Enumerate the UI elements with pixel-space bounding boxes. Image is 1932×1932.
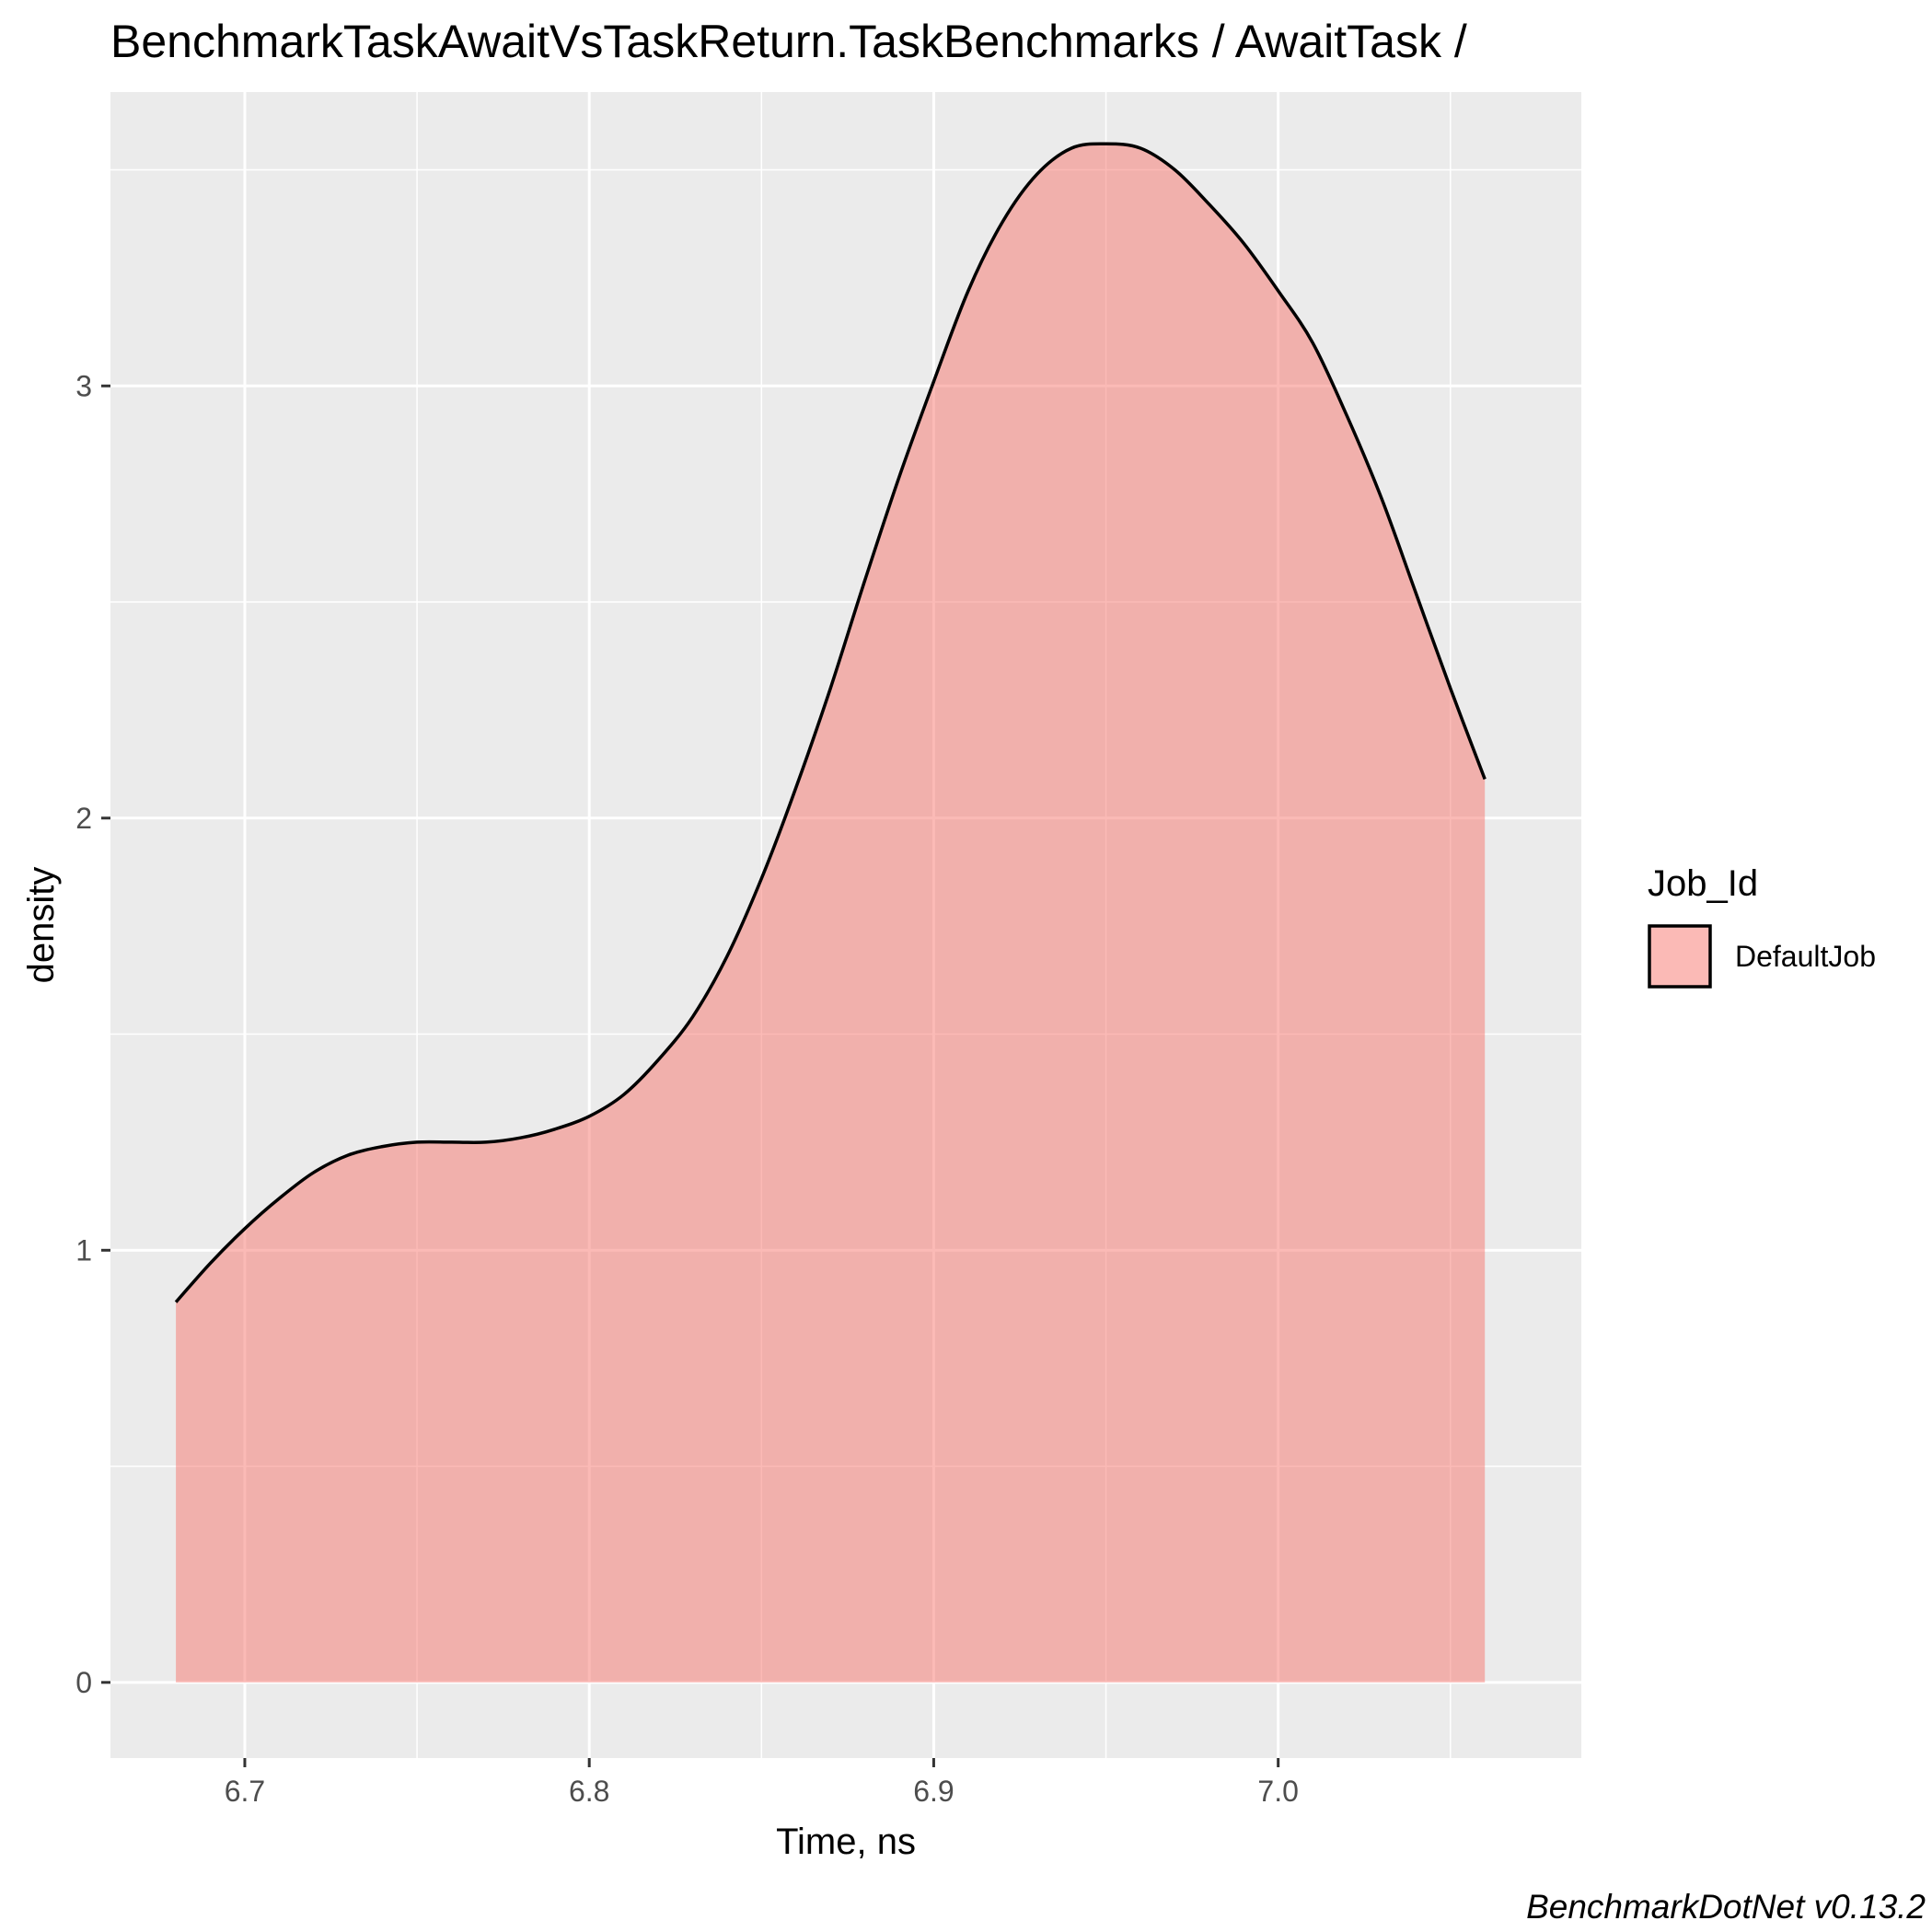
y-tick-label: 1 <box>75 1233 92 1267</box>
y-axis-title: density <box>21 867 62 984</box>
density-area-defaultjob <box>176 144 1486 1683</box>
legend-label-defaultjob: DefaultJob <box>1735 940 1876 973</box>
x-tick-label: 6.7 <box>225 1775 265 1808</box>
legend: Job_Id DefaultJob <box>1648 863 1876 989</box>
legend-title: Job_Id <box>1648 863 1758 904</box>
caption: BenchmarkDotNet v0.13.2 <box>1526 1888 1926 1926</box>
y-tick-label: 0 <box>75 1666 92 1699</box>
x-axis-title: Time, ns <box>776 1822 916 1862</box>
y-tick-label: 3 <box>75 369 92 402</box>
y-tick-label: 2 <box>75 802 92 835</box>
legend-key-defaultjob <box>1648 924 1712 989</box>
y-axis-ticks: 0 1 2 3 <box>75 369 110 1699</box>
density-line-defaultjob <box>174 142 1487 1303</box>
x-tick-label: 7.0 <box>1257 1775 1298 1808</box>
x-axis-ticks: 6.7 6.8 6.9 7.0 <box>225 1758 1299 1808</box>
x-tick-label: 6.9 <box>913 1775 954 1808</box>
x-tick-label: 6.8 <box>569 1775 609 1808</box>
chart-title: BenchmarkTaskAwaitVsTaskReturn.TaskBench… <box>110 16 1467 67</box>
